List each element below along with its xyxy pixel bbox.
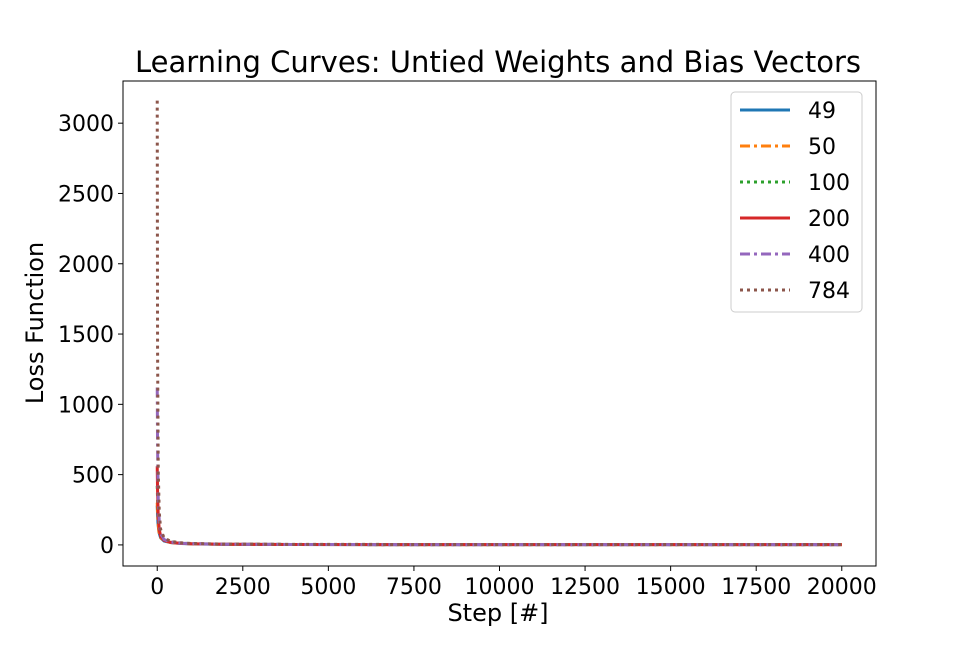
x-tick-label: 12500 [550,575,620,600]
x-tick-label: 17500 [721,575,791,600]
y-axis-label: Loss Function [21,242,49,404]
series-line-784 [155,100,842,546]
legend-label-784: 784 [808,279,850,304]
y-tick-label: 2000 [58,253,114,278]
x-tick-label: 10000 [465,575,535,600]
y-axis: 0 500 1000 1500 2000 2500 3000 [58,112,123,559]
x-tick-label: 20000 [807,575,877,600]
y-tick-label: 500 [72,464,114,489]
x-axis: 0 2500 5000 7500 10000 12500 15000 17500 20000 [150,566,877,600]
legend-label-400: 400 [808,243,850,268]
chart-title: Learning Curves: Untied Weights and Bias… [135,45,861,79]
x-axis-label: Step [#] [447,599,548,627]
x-tick-label: 0 [150,575,164,600]
x-tick-label: 5000 [300,575,356,600]
legend-label-200: 200 [808,207,850,232]
x-tick-label: 7500 [386,575,442,600]
legend-label-49: 49 [808,99,836,124]
legend-items: 49 50 100 200 400 784 [740,99,850,304]
series-layer [155,100,842,547]
x-tick-label: 2500 [215,575,271,600]
legend-label-100: 100 [808,171,850,196]
y-tick-label: 1000 [58,393,114,418]
y-tick-label: 3000 [58,112,114,137]
legend: 49 50 100 200 400 784 [730,91,863,313]
y-tick-label: 0 [100,534,114,559]
legend-label-50: 50 [808,135,836,160]
y-tick-label: 2500 [58,182,114,207]
y-tick-label: 1500 [58,323,114,348]
x-tick-label: 15000 [636,575,706,600]
